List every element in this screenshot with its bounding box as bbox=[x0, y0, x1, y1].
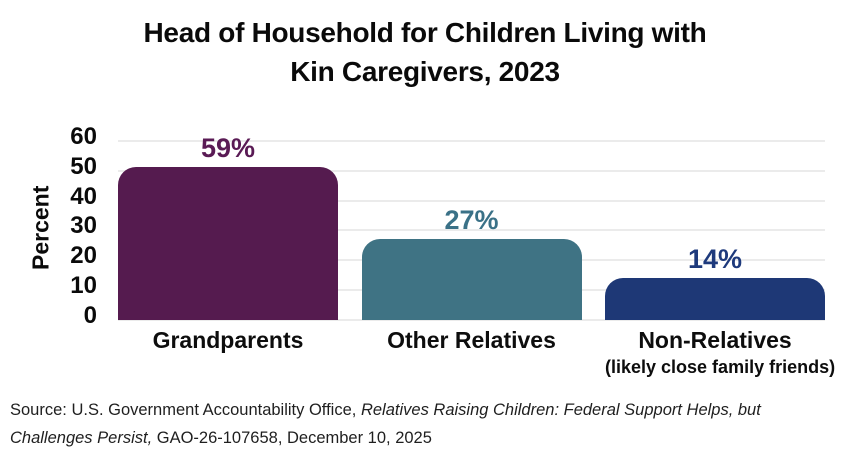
x-label-group-grandparents: Grandparents bbox=[118, 326, 338, 378]
y-tick-60: 60 bbox=[70, 122, 97, 150]
gridline-60 bbox=[118, 139, 825, 142]
value-label-other-relatives: 27% bbox=[444, 205, 499, 236]
y-tick-30: 30 bbox=[70, 212, 97, 240]
x-label-group-other-relatives: Other Relatives bbox=[362, 326, 582, 378]
gridline-0 bbox=[118, 319, 825, 321]
bars-row: 59% 27% 14% bbox=[118, 135, 825, 320]
category-label-other-relatives: Other Relatives bbox=[387, 327, 556, 353]
category-sublabel-non-relatives: (likely close family friends) bbox=[605, 357, 836, 377]
value-label-grandparents: 59% bbox=[200, 133, 256, 163]
gridline-50 bbox=[118, 169, 825, 172]
category-label-non-relatives: Non-Relatives bbox=[638, 327, 792, 353]
y-tick-40: 40 bbox=[70, 182, 97, 210]
bar-other-relatives bbox=[361, 239, 582, 320]
source-note: Source: U.S. Government Accountability O… bbox=[10, 396, 842, 450]
source-text-regular-1: Source: U.S. Government Accountability O… bbox=[10, 401, 361, 419]
plot-area: 59% 27% 14% bbox=[118, 135, 825, 321]
bar-group-non-relatives: 14% bbox=[605, 135, 825, 320]
gridline-30 bbox=[118, 229, 825, 232]
chart-title: Head of Household for Children Living wi… bbox=[0, 13, 850, 91]
bar-grandparents bbox=[118, 167, 338, 320]
category-label-grandparents: Grandparents bbox=[152, 327, 304, 353]
y-axis-ticks: 0 10 20 30 40 50 60 bbox=[0, 124, 103, 327]
x-label-group-non-relatives: Non-Relatives (likely close family frien… bbox=[605, 326, 836, 378]
y-tick-0: 0 bbox=[83, 302, 97, 329]
value-label-non-relatives: 14% bbox=[687, 244, 743, 275]
chart-title-line-1: Head of Household for Children Living wi… bbox=[143, 17, 707, 48]
bar-non-relatives bbox=[605, 278, 825, 320]
y-tick-10: 10 bbox=[70, 272, 97, 300]
source-text-italic-1: Relatives Raising Children: Federal Supp… bbox=[360, 401, 761, 419]
gridline-40 bbox=[118, 199, 825, 202]
source-text-regular-2: GAO-26-107658, December 10, 2025 bbox=[152, 429, 432, 447]
y-tick-20: 20 bbox=[70, 242, 97, 270]
source-text-italic-2: Challenges Persist, bbox=[10, 429, 153, 447]
x-axis-labels: Grandparents Other Relatives Non-Relativ… bbox=[118, 326, 836, 378]
y-tick-50: 50 bbox=[70, 152, 97, 180]
chart-title-line-2: Kin Caregivers, 2023 bbox=[290, 56, 560, 87]
bar-group-other-relatives: 27% bbox=[361, 135, 582, 320]
bar-group-grandparents: 59% bbox=[118, 135, 338, 320]
